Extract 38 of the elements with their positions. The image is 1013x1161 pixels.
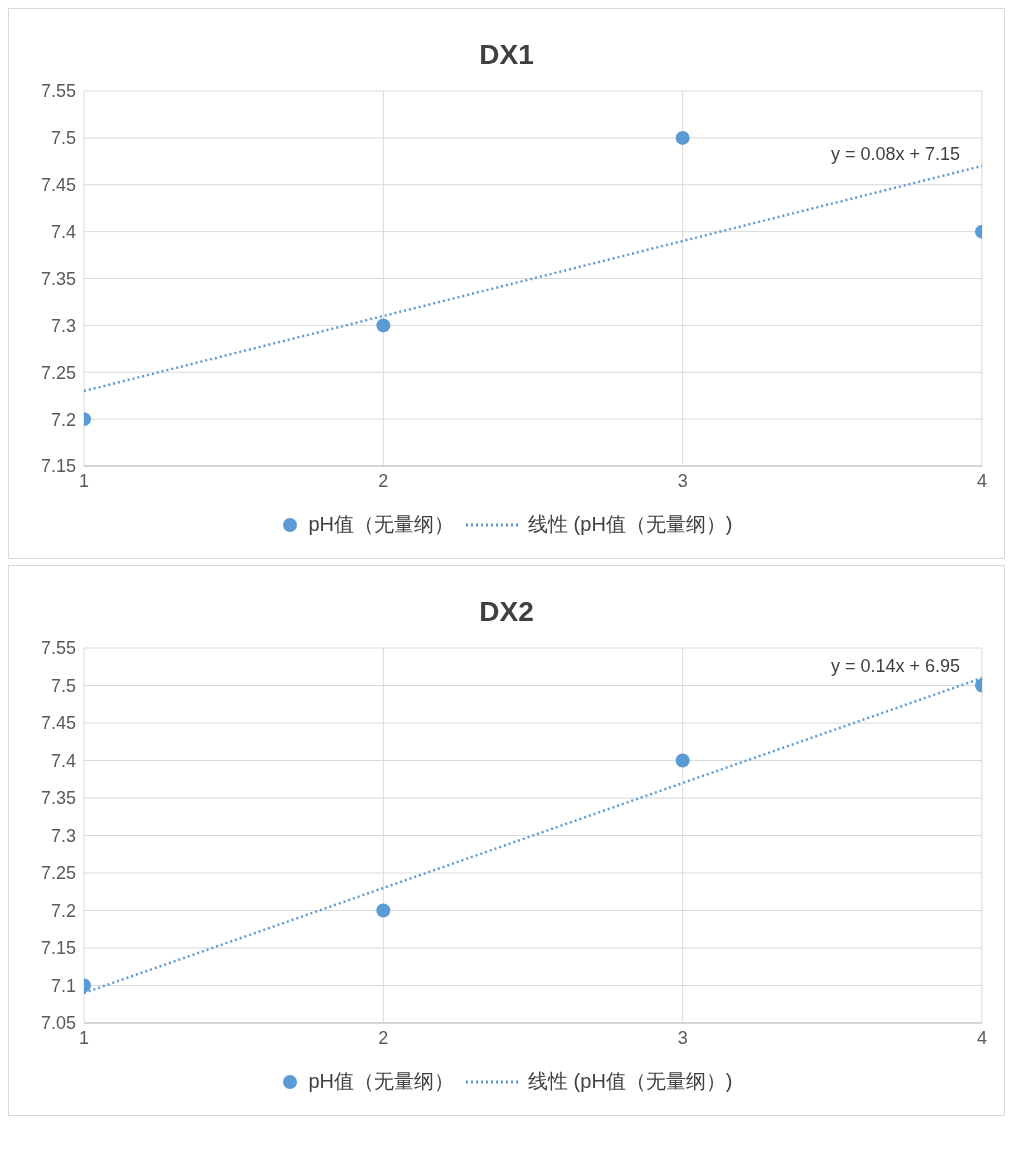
y-tick-label: 7.4 xyxy=(50,750,76,771)
x-tick-label: 1 xyxy=(78,470,90,491)
y-tick-label: 7.5 xyxy=(50,128,76,149)
annotation: y = 0.14x + 6.95 xyxy=(830,656,960,676)
x-tick-label: 4 xyxy=(976,470,988,491)
y-tick-label: 7.2 xyxy=(50,900,76,921)
x-tick-label: 4 xyxy=(976,1027,988,1048)
y-tick-label: 7.45 xyxy=(40,175,76,196)
legend-label: 线性 (pH值（无量纲）) xyxy=(528,512,733,537)
line-series xyxy=(84,164,982,393)
x-tick-label: 3 xyxy=(677,1027,688,1048)
y-tick-label: 7.15 xyxy=(40,938,76,959)
x-tick-label: 2 xyxy=(378,1027,389,1048)
line-series xyxy=(84,676,982,995)
legend-label: 线性 (pH值（无量纲）) xyxy=(528,1069,733,1094)
annotation: y = 0.08x + 7.15 xyxy=(830,144,960,164)
y-tick-label: 7.15 xyxy=(40,456,76,477)
y-tick-label: 7.05 xyxy=(40,1013,76,1034)
y-tick-label: 7.5 xyxy=(50,675,76,696)
y-tick-label: 7.1 xyxy=(50,975,76,996)
y-tick-label: 7.4 xyxy=(50,222,76,243)
chart-title: DX2 xyxy=(478,596,535,628)
y-tick-label: 7.35 xyxy=(40,788,76,809)
y-tick-label: 7.25 xyxy=(40,362,76,383)
y-tick-label: 7.25 xyxy=(40,863,76,884)
y-tick-label: 7.55 xyxy=(40,638,76,659)
y-tick-label: 7.45 xyxy=(40,713,76,734)
x-tick-label: 3 xyxy=(677,470,688,491)
legend-label: pH值（无量纲） xyxy=(308,1069,455,1094)
y-tick-label: 7.2 xyxy=(50,409,76,430)
x-tick-label: 2 xyxy=(378,470,389,491)
chart-title: DX1 xyxy=(478,39,535,71)
y-tick-label: 7.55 xyxy=(40,81,76,102)
y-tick-label: 7.35 xyxy=(40,268,76,289)
y-tick-label: 7.3 xyxy=(50,315,76,336)
legend-label: pH值（无量纲） xyxy=(308,512,455,537)
x-tick-label: 1 xyxy=(78,1027,90,1048)
y-tick-label: 7.3 xyxy=(50,825,76,846)
